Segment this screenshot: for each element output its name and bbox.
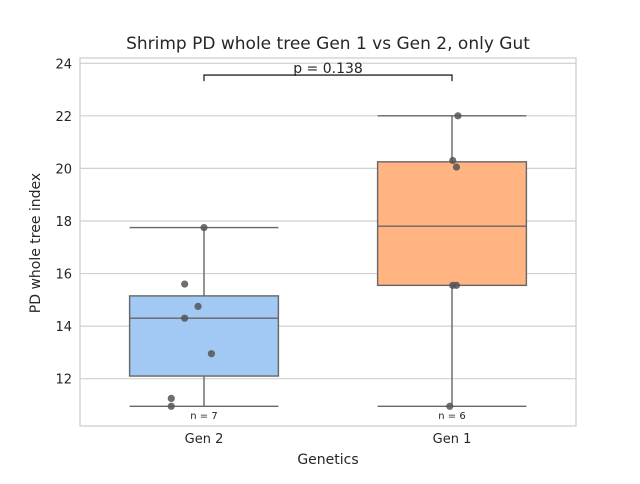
y-tick-label: 14 (55, 320, 72, 335)
data-point (452, 163, 461, 171)
x-tick-label: Gen 1 (433, 432, 472, 447)
y-tick-label: 20 (55, 162, 72, 177)
count-labels: n = 7 n = 6 (190, 411, 465, 422)
y-tick-label: 12 (55, 373, 72, 388)
y-tick-label: 22 (55, 110, 72, 125)
plot-frame (79, 57, 577, 427)
data-point (446, 402, 454, 410)
significance-bracket: p = 0.138 (203, 61, 453, 82)
data-point (167, 402, 175, 410)
chart-title: Shrimp PD whole tree Gen 1 vs Gen 2, onl… (126, 34, 530, 54)
data-point (454, 112, 462, 120)
x-tick-label: Gen 2 (185, 432, 224, 447)
count-label: n = 7 (190, 411, 217, 422)
data-point (207, 350, 216, 358)
data-points (167, 112, 462, 410)
x-tick-labels: Gen 2 Gen 1 (185, 432, 472, 447)
bracket-line (203, 74, 453, 82)
y-tick-label: 16 (55, 268, 72, 283)
data-point (452, 281, 461, 289)
y-tick-label: 18 (55, 215, 72, 230)
data-point (200, 223, 208, 232)
data-point (449, 156, 457, 165)
box-body (128, 295, 280, 377)
data-point (181, 314, 189, 322)
box-body (376, 161, 528, 287)
data-point (181, 280, 189, 288)
y-axis-label: PD whole tree index (28, 173, 44, 313)
y-tick-labels: 12 14 16 18 20 22 24 (55, 57, 72, 387)
x-axis-label: Genetics (297, 452, 358, 468)
p-value-label: p = 0.138 (293, 61, 363, 77)
data-point (167, 394, 175, 402)
count-label: n = 6 (438, 411, 465, 422)
y-tick-label: 24 (55, 57, 72, 72)
data-point (194, 302, 202, 310)
